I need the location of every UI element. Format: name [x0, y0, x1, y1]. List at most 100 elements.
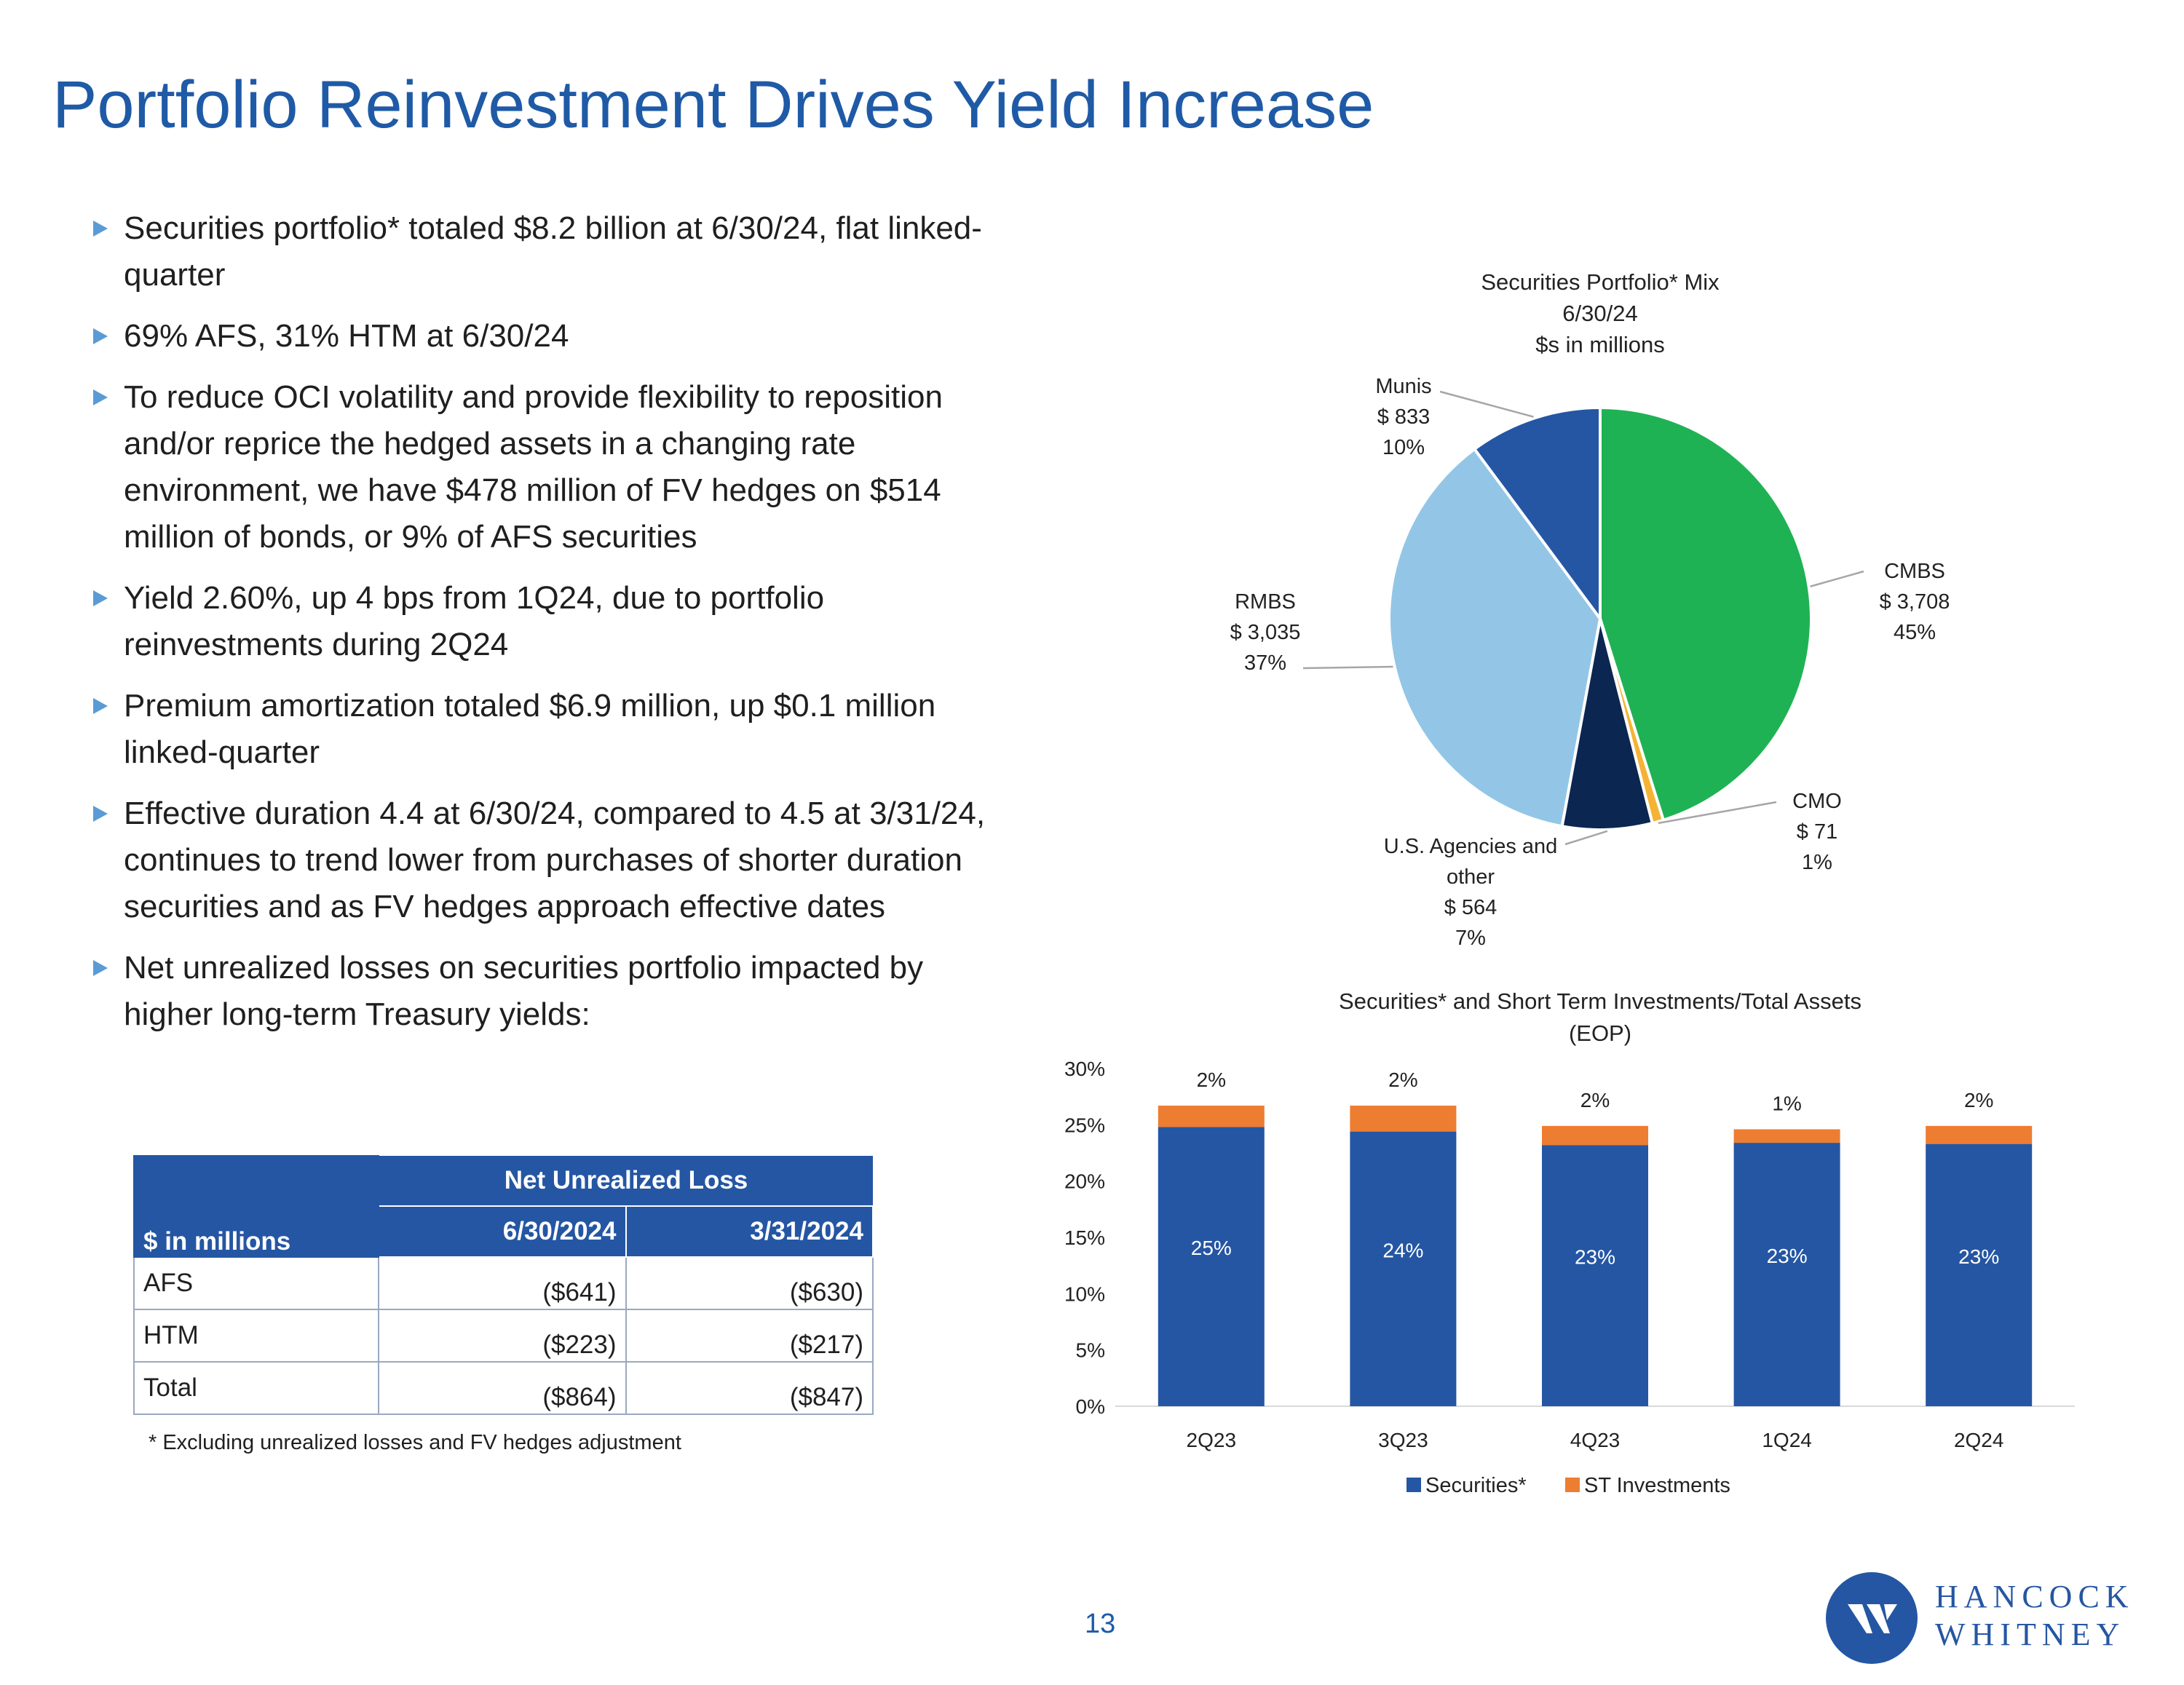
pie-title: $s in millions [1535, 332, 1664, 357]
bar-data-label: 25% [1191, 1237, 1232, 1259]
bar-securities [1542, 1145, 1648, 1406]
bullet-item: Net unrealized losses on securities port… [93, 945, 996, 1038]
bullet-item: Yield 2.60%, up 4 bps from 1Q24, due to … [93, 575, 996, 668]
bullet-arrow-icon [93, 328, 108, 344]
bar-chart-title: (EOP) [1569, 1020, 1631, 1046]
logo-line: HANCOCK [1935, 1579, 2134, 1614]
table-cell: ($641) [378, 1256, 627, 1310]
table-row-name: Total [133, 1361, 379, 1415]
bullet-text: 69% AFS, 31% HTM at 6/30/24 [124, 318, 569, 354]
y-tick-label: 15% [1064, 1226, 1105, 1249]
table-column-header: 6/30/2024 [378, 1205, 627, 1258]
legend-swatch [1406, 1478, 1421, 1492]
bar-data-label: 2% [1197, 1069, 1226, 1091]
bullet-arrow-icon [93, 806, 108, 822]
table-cell: ($217) [625, 1309, 874, 1363]
bar-securities [1350, 1131, 1457, 1406]
bullet-arrow-icon [93, 960, 108, 976]
pie-slice-label: $ 564 [1444, 896, 1497, 919]
bar-st-investments [1926, 1125, 2033, 1144]
pie-leader-line [1564, 830, 1608, 846]
pie-slice-label: $ 3,708 [1880, 590, 1950, 614]
bullet-item: 69% AFS, 31% HTM at 6/30/24 [93, 313, 996, 360]
table-cell: ($630) [625, 1256, 874, 1310]
y-tick-label: 10% [1064, 1282, 1105, 1305]
legend-swatch [1565, 1478, 1580, 1492]
legend-label: Securities* [1425, 1474, 1527, 1497]
table-cell: ($847) [625, 1361, 874, 1415]
bullet-text: To reduce OCI volatility and provide fle… [124, 379, 943, 555]
bar-data-label: 2% [1580, 1089, 1610, 1111]
legend-label: ST Investments [1584, 1474, 1730, 1497]
bullet-text: Net unrealized losses on securities port… [124, 950, 924, 1032]
x-tick-label: 1Q24 [1762, 1429, 1812, 1451]
bullet-arrow-icon [93, 590, 108, 606]
x-tick-label: 2Q24 [1954, 1429, 2004, 1451]
table-row: HTM ($223) ($217) [133, 1309, 874, 1363]
bar-chart-title: Securities* and Short Term Investments/T… [1339, 988, 1861, 1014]
footnote: * Excluding unrealized losses and FV hed… [149, 1431, 681, 1454]
pie-slice [1599, 405, 1813, 822]
x-tick-label: 2Q23 [1187, 1429, 1237, 1451]
pie-slice-label: 37% [1244, 651, 1286, 675]
unrealized-loss-table: $ in millions Net Unrealized Loss 6/30/2… [133, 1155, 874, 1415]
bar-data-label: 23% [1767, 1245, 1808, 1267]
bar-data-label: 2% [1964, 1089, 1993, 1111]
pie-leader-line [1439, 390, 1534, 418]
bullet-item: Effective duration 4.4 at 6/30/24, compa… [93, 790, 996, 930]
pie-slice-label: $ 71 [1797, 820, 1837, 844]
pie-slice-label: CMO [1792, 790, 1842, 813]
bullet-arrow-icon [93, 221, 108, 237]
pie-leader-line [1302, 665, 1393, 670]
pie-slice-label: 45% [1894, 621, 1936, 644]
bullet-text: Yield 2.60%, up 4 bps from 1Q24, due to … [124, 580, 825, 662]
table-cell: ($864) [378, 1361, 627, 1415]
pie-slice-label: Munis [1375, 375, 1431, 398]
pie-slice-label: 10% [1382, 436, 1425, 459]
page-number: 13 [1085, 1609, 1116, 1639]
bar-data-label: 23% [1958, 1245, 1999, 1268]
table-cell: ($223) [378, 1309, 627, 1363]
y-tick-label: 5% [1076, 1339, 1105, 1362]
bar-st-investments [1542, 1125, 1648, 1146]
pie-slice-label: 1% [1802, 851, 1832, 874]
pie-title: 6/30/24 [1562, 301, 1637, 326]
bullet-item: Securities portfolio* totaled $8.2 billi… [93, 205, 996, 298]
bar-data-label: 23% [1575, 1246, 1615, 1269]
bar-data-label: 1% [1772, 1093, 1801, 1115]
pie-slice [1560, 618, 1655, 831]
bullet-item: To reduce OCI volatility and provide fle… [93, 374, 996, 560]
pie-slice [1472, 405, 1602, 624]
pie-slice-label: other [1447, 865, 1495, 889]
table-row: Total ($864) ($847) [133, 1361, 874, 1415]
bar-st-investments [1158, 1106, 1265, 1127]
company-logo: HANCOCK WHITNEY [1826, 1572, 2146, 1674]
pie-slice-label: $ 833 [1377, 405, 1431, 429]
bullet-text: Premium amortization totaled $6.9 millio… [124, 688, 936, 770]
pie-leader-line [1810, 570, 1864, 587]
y-tick-label: 20% [1064, 1170, 1105, 1193]
table-column-header: 3/31/2024 [625, 1205, 874, 1258]
bar-st-investments [1733, 1129, 1840, 1143]
bullet-item: Premium amortization totaled $6.9 millio… [93, 683, 996, 776]
table-row-name: HTM [133, 1309, 379, 1363]
y-tick-label: 30% [1064, 1058, 1105, 1080]
bar-securities [1926, 1143, 2033, 1406]
pie-leader-line [1658, 801, 1777, 825]
x-tick-label: 3Q23 [1378, 1429, 1428, 1451]
table-row-name: AFS [133, 1256, 379, 1310]
bullet-arrow-icon [93, 389, 108, 405]
bar-securities [1733, 1143, 1840, 1406]
bar-data-label: 24% [1382, 1239, 1423, 1261]
pie-slice-label: CMBS [1884, 560, 1945, 583]
bar-data-label: 2% [1388, 1069, 1417, 1091]
bullet-text: Securities portfolio* totaled $8.2 billi… [124, 210, 982, 293]
table-group-header: Net Unrealized Loss [378, 1156, 873, 1207]
bullet-list: Securities portfolio* totaled $8.2 billi… [93, 205, 996, 1052]
bar-securities [1158, 1127, 1265, 1406]
pie-slice-label: $ 3,035 [1230, 621, 1301, 644]
y-tick-label: 25% [1064, 1114, 1105, 1136]
pie-slice-label: U.S. Agencies and [1384, 835, 1558, 858]
bar-st-investments [1350, 1106, 1457, 1132]
